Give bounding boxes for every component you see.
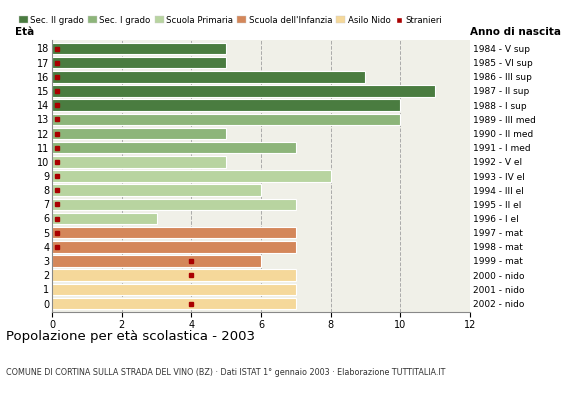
Bar — [52, 57, 226, 68]
Bar — [52, 142, 296, 154]
Bar — [52, 114, 400, 125]
Text: Popolazione per età scolastica - 2003: Popolazione per età scolastica - 2003 — [6, 330, 255, 343]
Bar — [52, 241, 296, 253]
Bar — [52, 213, 157, 224]
Bar — [52, 85, 435, 97]
Bar — [52, 269, 296, 281]
Bar — [52, 128, 226, 139]
Bar — [52, 156, 226, 168]
Text: Età: Età — [14, 27, 34, 37]
Bar — [52, 71, 365, 83]
Bar — [52, 170, 331, 182]
Bar — [52, 198, 296, 210]
Bar — [52, 298, 296, 309]
Legend: Sec. II grado, Sec. I grado, Scuola Primaria, Scuola dell'Infanzia, Asilo Nido, : Sec. II grado, Sec. I grado, Scuola Prim… — [19, 16, 443, 25]
Bar — [52, 184, 261, 196]
Text: Anno di nascita: Anno di nascita — [470, 27, 561, 37]
Bar — [52, 227, 296, 238]
Bar — [52, 99, 400, 111]
Bar — [52, 43, 226, 54]
Text: COMUNE DI CORTINA SULLA STRADA DEL VINO (BZ) · Dati ISTAT 1° gennaio 2003 · Elab: COMUNE DI CORTINA SULLA STRADA DEL VINO … — [6, 368, 445, 377]
Bar — [52, 255, 261, 267]
Bar — [52, 284, 296, 295]
